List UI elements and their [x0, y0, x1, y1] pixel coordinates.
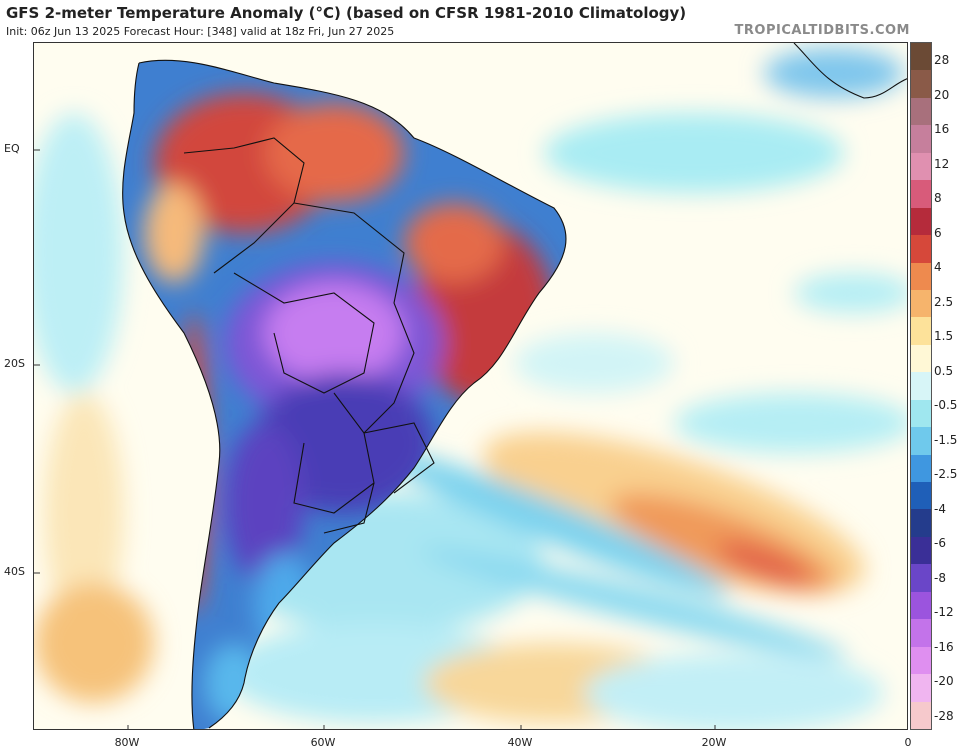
colorbar-segment	[911, 125, 931, 154]
colorbar-label: -20	[934, 674, 954, 689]
colorbar-segment	[911, 454, 931, 483]
colorbar-segment	[911, 674, 931, 703]
map-title: GFS 2-meter Temperature Anomaly (°C) (ba…	[6, 4, 687, 22]
colorbar-label: -12	[934, 605, 954, 620]
colorbar-label: 28	[934, 53, 950, 67]
colorbar-segment	[911, 43, 931, 71]
colorbar-segment	[911, 317, 931, 346]
colorbar-segment	[911, 399, 931, 428]
colorbar-label: 16	[934, 122, 950, 137]
colorbar-label: 4	[934, 260, 942, 275]
colorbar-segment	[911, 207, 931, 236]
colorbar-segment	[911, 564, 931, 593]
graticule	[34, 149, 716, 729]
colorbar-label: -1.5	[934, 432, 958, 447]
colorbar-segment	[911, 536, 931, 565]
colorbar-segment	[911, 482, 931, 510]
colorbar-label: 0.5	[934, 363, 954, 378]
lat-label-20s: 20S	[4, 357, 25, 370]
lon-label-80w: 80W	[114, 736, 140, 749]
colorbar-label: -6	[934, 536, 946, 551]
colorbar-segment	[911, 427, 931, 456]
colorbar-segment	[911, 97, 931, 126]
lat-label-eq: EQ	[4, 142, 20, 155]
colorbar-segment	[911, 372, 931, 401]
lon-label-40w: 40W	[507, 736, 533, 749]
colorbar-segment	[911, 509, 931, 538]
colorbar-label: 8	[934, 191, 942, 206]
colorbar-label: -2.5	[934, 467, 958, 482]
colorbar-label: -4	[934, 501, 946, 516]
colorbar-label: -16	[934, 639, 954, 654]
colorbar-segment	[911, 70, 931, 99]
colorbar-segment	[911, 619, 931, 648]
colorbar-label: 12	[934, 156, 950, 171]
colorbar-label: -8	[934, 570, 946, 585]
colorbar-segment	[911, 701, 931, 730]
colorbar-segment	[911, 262, 931, 291]
colorbar-segment	[911, 235, 931, 264]
colorbar-segment	[911, 344, 931, 373]
colorbar-label: -0.5	[934, 398, 958, 413]
country-borders	[122, 43, 907, 729]
lon-label-20w: 20W	[701, 736, 727, 749]
colorbar-label: 1.5	[934, 329, 954, 344]
colorbar-label: 6	[934, 225, 942, 240]
colorbar-label: 20	[934, 87, 950, 102]
colorbar-segment	[911, 591, 931, 620]
forecast-info: Init: 06z Jun 13 2025 Forecast Hour: [34…	[6, 25, 395, 38]
ocean-anomalies	[34, 48, 907, 729]
lon-label-0: 0	[904, 736, 912, 749]
lon-label-60w: 60W	[310, 736, 336, 749]
colorbar	[910, 42, 932, 730]
colorbar-label: 2.5	[934, 294, 954, 309]
colorbar-segment	[911, 289, 931, 318]
colorbar-segment	[911, 152, 931, 181]
map-canvas	[34, 43, 907, 729]
anomaly-map	[33, 42, 908, 730]
colorbar-segment	[911, 180, 931, 209]
lat-label-40s: 40S	[4, 565, 25, 578]
colorbar-label: -28	[934, 709, 954, 723]
colorbar-segment	[911, 646, 931, 675]
source-watermark: TROPICALTIDBITS.COM	[734, 23, 910, 38]
